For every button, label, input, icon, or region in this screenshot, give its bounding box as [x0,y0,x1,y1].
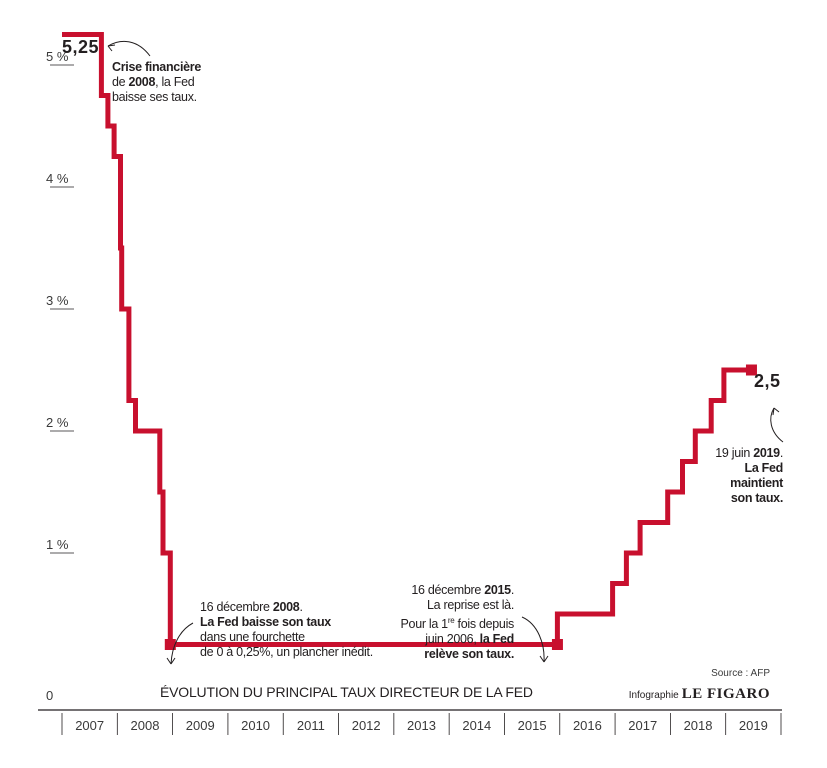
dec2015-line4-pre: juin 2006, [425,632,480,647]
crisis-line2-post: , la Fed [155,75,195,89]
dec2008-line1-post: . [299,600,303,614]
dec2008-arrow [170,622,194,665]
chart-title: ÉVOLUTION DU PRINCIPAL TAUX DIRECTEUR DE… [160,684,533,700]
dec2008-line2: La Fed baisse son taux [200,615,331,629]
dec2008-line1-pre: 16 décembre [200,600,273,614]
crisis-line2-pre: de [112,75,129,89]
dec2008-arrowhead [166,657,176,665]
credit: Infographie LE FIGARO [629,686,770,703]
dec2008-line1-bold: 2008 [272,600,300,614]
jun2019-line1-post: . [779,446,784,460]
dec2008-annotation: 16 décembre 2008. La Fed baisse son taux… [200,600,420,660]
dec2015-line1-bold: 2015 [484,583,511,597]
x-tick-label: 2011 [297,718,325,733]
crisis-annotation: Crise financière de 2008, la Fed baisse … [112,60,232,105]
dec2015-line1-post: . [510,583,515,597]
x-tick-label: 2008 [131,718,160,733]
x-tick-label: 2018 [684,718,713,733]
dec2015-line3-sup: re [447,616,455,625]
dec2015-arrowhead [539,655,549,663]
jun2019-line1-bold: 2019 [753,446,780,460]
source-label: Source : AFP [711,668,770,679]
x-tick-label: 2010 [241,718,270,733]
y-tick-label: 4 % [46,171,69,186]
dec2015-line3-post: fois depuis [454,617,515,632]
x-tick-label: 2009 [186,718,215,733]
x-tick-label: 2017 [628,718,657,733]
jun2019-line2: La Fed [744,461,784,475]
dec2008-line3: dans une fourchette [200,630,305,644]
x-tick-label: 2012 [352,718,381,733]
x-tick-label: 2014 [462,718,491,733]
crisis-line2-bold: 2008 [128,75,156,89]
rate-marker [164,639,176,650]
credit-prefix: Infographie [628,690,679,701]
dec2015-line4-bold: la Fed [479,632,515,647]
y-tick-label: 5 % [46,49,69,64]
markers [164,364,757,650]
start-value-label: 5,25 [62,37,100,57]
jun2019-arrowhead [772,407,780,416]
brand-logo: LE FIGARO [681,686,770,702]
jun2019-line3: maintient [730,476,783,490]
crisis-arrowhead [107,44,116,52]
crisis-line1: Crise financière [112,60,201,74]
crisis-line3: baisse ses taux. [112,90,197,104]
y-axis: 0 1 % 2 % 3 % 4 % 5 % [46,49,74,703]
annotation-arrows [107,40,784,665]
y-tick-label: 3 % [46,293,69,308]
rate-step-line [62,32,752,647]
dec2015-line5: relève son taux. [424,647,514,662]
jun2019-arrow [770,407,784,443]
y-tick-label: 0 [46,688,53,703]
x-axis: 2007 2008 2009 2010 2011 2012 2013 2014 2015 2016… [38,709,782,735]
end-value-label: 2,5 [754,371,781,391]
x-tick-label: 2013 [407,718,436,733]
crisis-arrow [107,40,151,57]
x-tick-label: 2016 [573,718,602,733]
dec2015-annotation: 16 décembre 2015. La reprise est là. Pou… [384,583,515,662]
series [62,32,752,647]
rate-marker [745,364,757,376]
y-tick-label: 1 % [46,537,69,552]
x-tick-label: 2019 [739,718,768,733]
rate-marker [551,639,563,650]
x-tick-label: 2007 [75,718,104,733]
x-tick-label: 2015 [518,718,547,733]
jun2019-line1-pre: 19 juin [715,446,754,460]
dec2015-arrow [521,616,545,663]
dec2015-line3-pre: Pour la 1 [400,617,449,632]
dec2015-line2: La reprise est là. [426,598,514,612]
dec2015-line1-pre: 16 décembre [411,583,485,597]
dec2008-line4: de 0 à 0,25%, un plancher inédit. [200,645,373,659]
y-tick-label: 2 % [46,415,69,430]
jun2019-line4: son taux. [730,491,783,505]
jun2019-annotation: 19 juin 2019. La Fed maintient son taux. [700,446,783,506]
